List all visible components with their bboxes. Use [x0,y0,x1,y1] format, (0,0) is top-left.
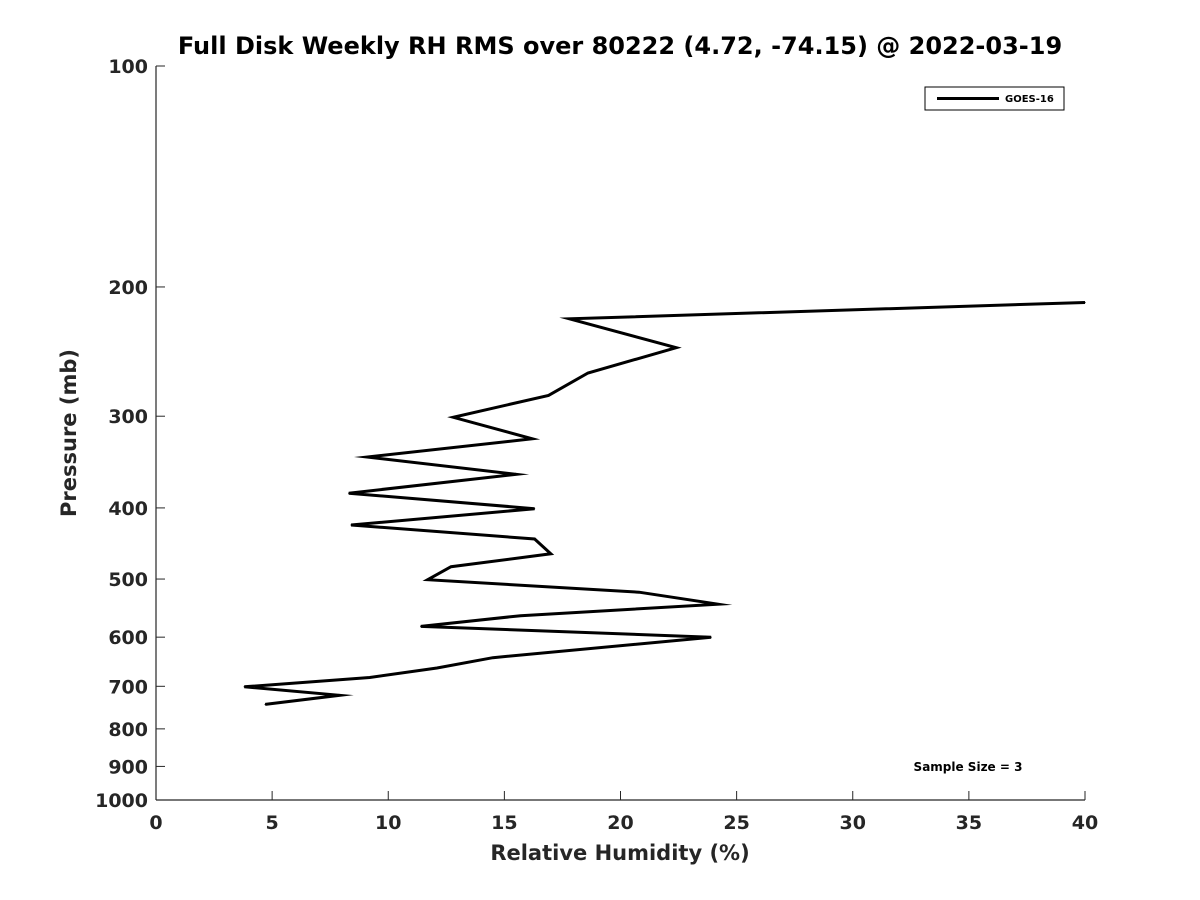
data-point [568,318,571,320]
y-tick-label: 200 [108,277,148,299]
y-axis-label: Pressure (mb) [57,349,81,517]
data-point [338,694,341,696]
data-point [587,372,589,374]
data-point [547,394,550,396]
legend: GOES-16 [924,86,1065,111]
data-point [675,347,677,349]
data-point [492,657,494,659]
y-tick-label: 300 [108,406,148,428]
x-tick-label: 15 [491,812,517,834]
x-axis-label: Relative Humidity (%) [490,841,749,865]
data-point [369,676,371,679]
data-point [243,686,245,688]
data-point [638,591,640,593]
sample-size-annotation: Sample Size = 3 [914,760,1023,774]
y-tick-label: 500 [108,569,148,591]
y-tick-label: 800 [108,719,148,741]
x-tick-label: 10 [375,812,401,834]
x-tick-label: 20 [607,812,633,834]
x-tick-label: 40 [1072,812,1098,834]
data-point [436,667,438,669]
x-tick-label: 0 [149,812,162,834]
chart-title: Full Disk Weekly RH RMS over 80222 (4.72… [178,32,1062,60]
data-point [515,473,517,475]
data-point [348,492,350,494]
data-point [550,553,552,555]
data-point [366,456,368,458]
legend-label: GOES-16 [1005,94,1054,105]
data-point [717,603,719,605]
data-point [420,625,422,627]
plot-area [243,301,1086,706]
data-point [264,703,266,706]
series-line-0 [244,301,1086,706]
y-tick-label: 700 [108,676,148,698]
axes: 0 5 10 15 20 25 30 35 40 100 200 300 400 500 600 700 800… [95,56,1098,834]
data-point [520,615,522,617]
data-point [350,524,352,526]
x-tick-label: 25 [723,812,749,834]
x-tick-label: 30 [840,812,866,834]
y-tick-label: 100 [108,56,148,78]
x-tick-label: 35 [956,812,982,834]
data-point [450,566,452,568]
data-point [533,508,536,510]
data-point [531,438,533,440]
y-tick-label: 600 [108,627,148,649]
data-point [1084,301,1086,304]
data-point [427,579,429,581]
data-point [710,636,712,638]
data-point [452,416,454,418]
data-point [533,538,536,540]
y-tick-label: 900 [108,756,148,778]
y-tick-label: 1000 [95,790,148,812]
y-tick-label: 400 [108,498,148,520]
x-tick-label: 5 [266,812,279,834]
